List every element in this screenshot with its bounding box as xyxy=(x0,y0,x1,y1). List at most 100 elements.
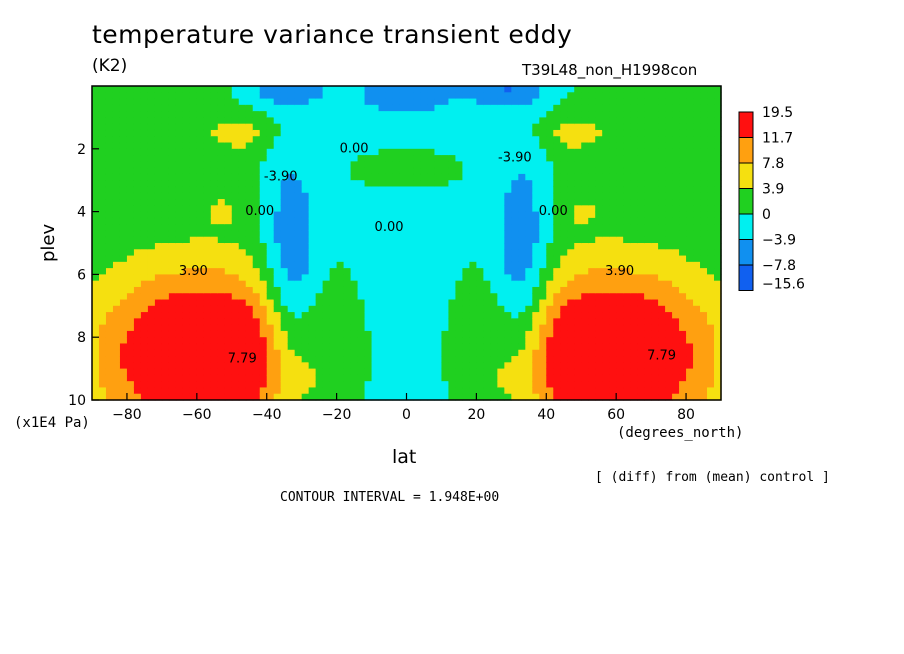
field-cell xyxy=(280,387,289,395)
field-cell xyxy=(175,142,184,150)
field-cell xyxy=(518,111,526,118)
field-cell xyxy=(455,330,464,338)
field-cell xyxy=(686,337,694,345)
field-cell xyxy=(602,129,610,137)
field-cell xyxy=(175,161,184,169)
field-cell xyxy=(616,98,624,106)
field-cell xyxy=(392,349,401,357)
field-cell xyxy=(434,274,443,282)
field-cell xyxy=(98,142,107,150)
field-cell xyxy=(693,249,701,257)
field-cell xyxy=(154,249,163,257)
field-cell xyxy=(644,387,652,395)
field-cell xyxy=(364,374,373,382)
field-cell xyxy=(322,324,331,332)
field-cell xyxy=(483,142,491,150)
field-cell xyxy=(497,243,505,250)
field-cell xyxy=(490,230,498,238)
field-cell xyxy=(371,393,380,401)
field-cell xyxy=(147,268,156,275)
field-cell xyxy=(616,268,624,275)
field-cell xyxy=(455,387,464,395)
field-cell xyxy=(658,293,666,301)
field-cell xyxy=(588,104,596,112)
field-cell xyxy=(294,280,303,288)
field-cell xyxy=(196,330,205,338)
field-cell xyxy=(490,330,498,338)
field-cell xyxy=(595,224,603,232)
field-cell xyxy=(259,173,268,181)
field-cell xyxy=(483,98,491,106)
field-cell xyxy=(273,356,282,363)
field-cell xyxy=(126,224,135,232)
field-cell xyxy=(574,92,582,100)
field-cell xyxy=(336,261,345,269)
field-cell xyxy=(574,243,582,250)
field-cell xyxy=(567,148,575,156)
field-cell xyxy=(476,286,484,294)
field-cell xyxy=(609,305,617,313)
field-cell xyxy=(147,255,156,263)
field-cell xyxy=(196,343,205,351)
field-cell xyxy=(147,230,156,238)
field-cell xyxy=(490,368,498,376)
field-cell xyxy=(399,243,408,250)
field-cell xyxy=(280,167,289,175)
field-cell xyxy=(504,249,512,257)
field-cell xyxy=(203,180,212,188)
field-cell xyxy=(168,155,177,162)
field-cell xyxy=(518,155,526,162)
field-cell xyxy=(665,299,673,307)
field-cell xyxy=(651,167,659,175)
field-cell xyxy=(483,343,491,351)
field-cell xyxy=(294,337,303,345)
field-cell xyxy=(525,299,533,307)
field-cell xyxy=(679,186,687,194)
field-cell xyxy=(399,205,408,213)
field-cell xyxy=(231,268,240,275)
field-cell xyxy=(462,230,470,238)
field-cell xyxy=(308,98,317,106)
field-cell xyxy=(455,205,464,213)
field-cell xyxy=(92,104,100,112)
field-cell xyxy=(245,217,254,225)
field-cell xyxy=(378,243,387,250)
field-cell xyxy=(287,199,296,206)
field-cell xyxy=(560,155,568,162)
field-cell xyxy=(462,343,470,351)
field-cell xyxy=(546,199,554,206)
field-cell xyxy=(287,142,296,150)
field-cell xyxy=(154,362,163,370)
field-cell xyxy=(413,142,422,150)
field-cell xyxy=(196,236,205,244)
field-cell xyxy=(469,286,477,294)
field-cell xyxy=(714,349,722,357)
field-cell xyxy=(518,230,526,238)
field-cell xyxy=(266,205,275,213)
field-cell xyxy=(665,293,673,301)
field-cell xyxy=(532,161,540,169)
field-cell xyxy=(490,324,498,332)
field-cell xyxy=(280,148,289,156)
field-cell xyxy=(553,230,561,238)
field-cell xyxy=(336,148,345,156)
field-cell xyxy=(350,167,359,175)
field-cell xyxy=(168,186,177,194)
field-cell xyxy=(483,211,491,219)
field-cell xyxy=(602,299,610,307)
field-cell xyxy=(714,243,722,250)
field-cell xyxy=(567,224,575,232)
field-cell xyxy=(224,186,233,194)
field-cell xyxy=(644,261,652,269)
field-cell xyxy=(140,155,149,162)
field-cell xyxy=(672,330,680,338)
field-cell xyxy=(441,268,450,275)
field-cell xyxy=(371,387,380,395)
field-cell xyxy=(602,161,610,169)
field-cell xyxy=(175,243,184,250)
field-cell xyxy=(679,299,687,307)
field-cell xyxy=(252,324,261,332)
x-tick-label: 20 xyxy=(467,407,485,423)
field-cell xyxy=(707,381,715,389)
field-cell xyxy=(539,249,547,257)
